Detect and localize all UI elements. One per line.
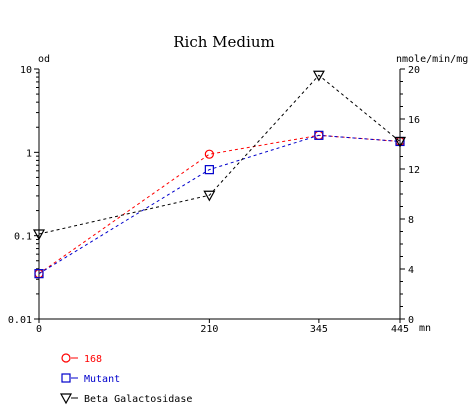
- chart-title: Rich Medium: [173, 33, 274, 51]
- legend: 168 Mutant Beta Galactosidase: [59, 353, 192, 405]
- left-axis-ticks: 0.01 0.1 1 10: [8, 65, 39, 326]
- legend-item: Mutant: [61, 373, 120, 385]
- left-tick-label: 10: [20, 65, 32, 76]
- right-tick-label: 8: [408, 215, 414, 226]
- x-tick-label: 210: [200, 324, 218, 335]
- data-point: [393, 136, 407, 148]
- data-series: [32, 70, 407, 279]
- left-tick-label: 1: [26, 148, 32, 159]
- right-axis-label: nmole/min/mg: [396, 54, 468, 65]
- data-point: [314, 130, 324, 140]
- legend-label: 168: [84, 354, 102, 365]
- data-point: [34, 269, 44, 279]
- series-mutant: [34, 130, 405, 279]
- legend-item: 168: [61, 353, 102, 365]
- data-point: [32, 229, 46, 241]
- data-point: [204, 149, 214, 159]
- legend-marker: [59, 393, 73, 405]
- right-tick-label: 20: [408, 65, 420, 76]
- legend-label: Mutant: [84, 374, 120, 385]
- right-tick-label: 4: [408, 265, 414, 276]
- x-axis-ticks: 0 210 345 445: [36, 319, 409, 335]
- right-tick-label: 12: [408, 165, 420, 176]
- series-beta-galactosidase: [32, 70, 407, 241]
- series-line: [38, 134, 401, 275]
- left-tick-label: 0.1: [14, 232, 32, 243]
- series-line: [38, 134, 401, 275]
- legend-label: Beta Galactosidase: [84, 394, 192, 405]
- right-tick-label: 16: [408, 115, 420, 126]
- right-axis-ticks: 0 4 8 12 16 20: [400, 65, 420, 326]
- data-point: [204, 165, 214, 175]
- axes: [38, 69, 401, 320]
- series-168: [34, 130, 405, 279]
- left-axis-label: od: [38, 54, 50, 65]
- x-axis-label: mn: [419, 323, 431, 334]
- x-tick-label: 445: [391, 324, 409, 335]
- x-tick-label: 0: [36, 324, 42, 335]
- right-tick-label: 0: [408, 315, 414, 326]
- x-tick-label: 345: [310, 324, 328, 335]
- legend-marker: [61, 353, 71, 363]
- legend-marker: [61, 373, 71, 383]
- data-point: [312, 70, 325, 82]
- series-line: [38, 74, 401, 235]
- data-point: [203, 190, 216, 202]
- legend-item: Beta Galactosidase: [59, 393, 192, 405]
- left-tick-label: 0.01: [8, 315, 32, 326]
